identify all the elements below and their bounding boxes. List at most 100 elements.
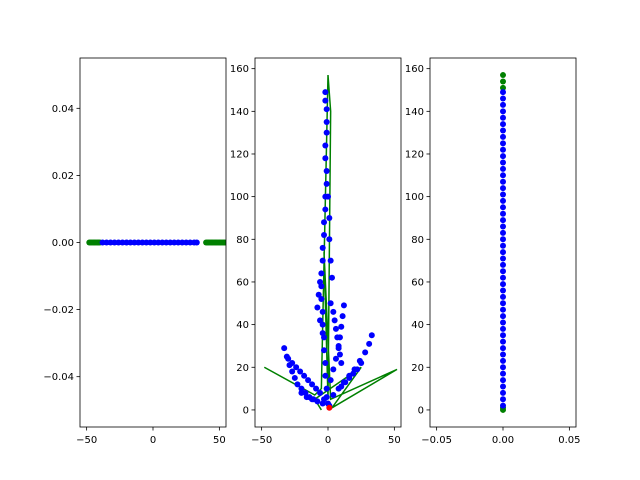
data-point xyxy=(318,270,325,277)
data-point xyxy=(500,72,506,79)
data-point xyxy=(297,368,304,375)
data-point xyxy=(293,364,300,371)
data-point xyxy=(500,89,506,96)
data-point xyxy=(323,118,330,125)
x-tick-label: 50 xyxy=(213,435,226,446)
data-point xyxy=(319,400,326,407)
plot-area xyxy=(500,72,506,413)
data-point xyxy=(500,351,506,358)
y-tick-label: 0 xyxy=(418,405,424,416)
data-point xyxy=(500,159,506,166)
data-point xyxy=(326,214,333,221)
data-point xyxy=(326,236,333,243)
data-point xyxy=(313,385,320,392)
data-point xyxy=(500,127,506,134)
data-point xyxy=(322,97,329,104)
x-tick-label: −50 xyxy=(76,435,97,446)
data-point xyxy=(500,281,506,288)
data-point xyxy=(500,172,506,179)
data-point xyxy=(500,140,506,147)
data-point xyxy=(500,377,506,384)
data-point xyxy=(354,366,361,373)
data-point xyxy=(332,355,339,362)
data-point xyxy=(327,257,334,264)
data-point xyxy=(326,404,333,411)
data-point xyxy=(500,236,506,243)
data-point xyxy=(500,268,506,275)
data-point xyxy=(500,338,506,345)
data-point xyxy=(325,193,331,200)
y-tick-label: 20 xyxy=(236,363,249,374)
data-point xyxy=(500,249,506,256)
data-point xyxy=(328,274,335,281)
data-point xyxy=(500,121,506,128)
x-tick-label: 50 xyxy=(388,435,401,446)
data-point xyxy=(500,300,506,307)
y-tick-label: 140 xyxy=(230,107,249,118)
subplot-3: −0.05 0.00 0.05 0 20 40 60 80 100 120 140 160 xyxy=(405,57,580,446)
data-point xyxy=(322,372,329,379)
plot-area xyxy=(86,239,226,246)
data-point xyxy=(500,389,506,396)
y-tick-label: 80 xyxy=(236,235,249,246)
x-tick-label: −50 xyxy=(251,435,272,446)
data-point xyxy=(358,360,365,367)
data-point xyxy=(500,185,506,192)
data-point xyxy=(500,229,506,236)
data-point xyxy=(319,330,326,337)
data-point xyxy=(317,389,324,396)
data-point xyxy=(500,204,506,211)
y-tick-label: 100 xyxy=(230,192,249,203)
data-point xyxy=(336,334,343,341)
data-point xyxy=(500,108,506,115)
data-point xyxy=(500,261,506,268)
data-point xyxy=(332,325,339,332)
x-tick-label: 0 xyxy=(325,435,331,446)
y-tick-label: 0.00 xyxy=(52,238,74,249)
data-point xyxy=(221,239,226,246)
data-point xyxy=(500,287,506,294)
data-point xyxy=(500,370,506,377)
data-point xyxy=(319,257,326,264)
data-point xyxy=(500,406,506,413)
data-point xyxy=(500,345,506,352)
data-point xyxy=(500,197,506,204)
data-point xyxy=(500,242,506,249)
data-point xyxy=(500,210,506,217)
y-tick-label: 0 xyxy=(243,405,249,416)
series-line xyxy=(263,75,398,411)
data-point xyxy=(330,392,337,399)
data-point xyxy=(319,244,326,251)
data-point xyxy=(315,291,322,298)
data-point xyxy=(319,308,326,315)
data-point xyxy=(323,180,330,187)
y-tick-label: 60 xyxy=(411,277,424,288)
data-point xyxy=(500,313,506,320)
data-point xyxy=(500,133,506,140)
y-tick-label: 0.04 xyxy=(52,104,74,115)
data-point xyxy=(340,302,347,309)
data-point xyxy=(321,219,328,226)
y-tick-label: 160 xyxy=(230,64,249,75)
data-point xyxy=(500,217,506,224)
x-tick-label: 0.05 xyxy=(558,435,580,446)
data-point xyxy=(500,153,506,160)
data-point xyxy=(336,351,343,358)
data-point xyxy=(335,345,342,352)
y-tick-label: 40 xyxy=(411,320,424,331)
data-point xyxy=(330,366,337,373)
data-point xyxy=(291,374,298,381)
data-point xyxy=(368,332,375,339)
data-point xyxy=(289,368,296,375)
data-point xyxy=(500,274,506,281)
data-point xyxy=(281,345,288,352)
y-tick-label: 80 xyxy=(411,235,424,246)
data-point xyxy=(500,319,506,326)
data-point xyxy=(338,360,345,367)
data-point xyxy=(500,84,506,91)
data-point xyxy=(500,178,506,185)
data-point xyxy=(314,398,321,405)
y-tick-label: 60 xyxy=(236,277,249,288)
data-point xyxy=(342,379,349,386)
y-tick-label: 140 xyxy=(405,107,424,118)
